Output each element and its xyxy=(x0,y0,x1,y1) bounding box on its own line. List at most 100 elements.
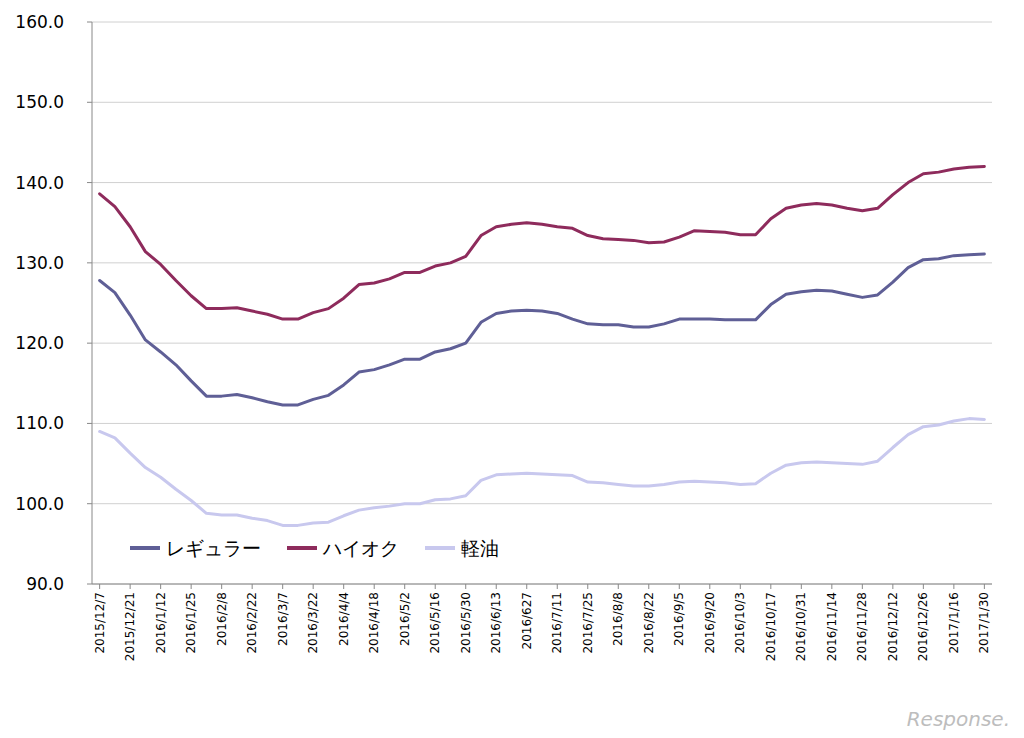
grid-line xyxy=(92,503,992,504)
grid-line xyxy=(92,343,992,344)
x-tick-label: 2016/6/13 xyxy=(489,592,503,654)
x-axis xyxy=(92,584,992,585)
plot-area xyxy=(100,167,985,526)
x-tick xyxy=(343,584,344,589)
grid-line xyxy=(92,182,992,183)
y-tick-label: 100.0 xyxy=(15,494,64,514)
x-tick xyxy=(770,584,771,589)
x-tick-label: 2016/5/2 xyxy=(398,592,412,646)
x-tick xyxy=(374,584,375,589)
x-tick xyxy=(618,584,619,589)
legend-label: ハイオク xyxy=(322,537,399,559)
y-tick-label: 160.0 xyxy=(15,12,64,32)
y-tick-label: 90.0 xyxy=(26,574,64,594)
x-tick xyxy=(99,584,100,589)
x-tick-label: 2017/1/30 xyxy=(977,592,991,654)
x-tick-label: 2016/12/26 xyxy=(916,592,930,661)
x-tick-label: 2016/7/11 xyxy=(550,592,564,654)
y-tick xyxy=(87,182,92,183)
grid-line xyxy=(92,22,992,23)
x-tick-label: 2016/8/22 xyxy=(642,592,656,654)
legend-label: レギュラー xyxy=(166,537,261,559)
x-tick xyxy=(923,584,924,589)
x-tick-label: 2015/12/7 xyxy=(93,592,107,654)
chart: 90.0 100.0 110.0 120.0 130.0 140.0 150.0 160.0 2… xyxy=(0,0,1024,738)
x-tick xyxy=(648,584,649,589)
x-tick-label: 2016/4/4 xyxy=(337,592,351,646)
x-tick xyxy=(587,584,588,589)
x-tick-label: 2016/1/25 xyxy=(184,592,198,654)
background xyxy=(0,0,1024,738)
x-tick-label: 2015/12/21 xyxy=(123,592,137,661)
x-tick xyxy=(313,584,314,589)
x-tick xyxy=(282,584,283,589)
y-tick xyxy=(87,102,92,103)
x-tick-label: 2016/3/7 xyxy=(276,592,290,646)
x-tick xyxy=(221,584,222,589)
x-tick-label: 2016/10/3 xyxy=(733,592,747,654)
series-line xyxy=(100,167,985,320)
grid-line xyxy=(92,262,992,263)
y-tick xyxy=(87,584,92,585)
x-tick-label: 2016/10/31 xyxy=(794,592,808,661)
x-tick-label: 2016/4/18 xyxy=(367,592,381,654)
y-tick xyxy=(87,503,92,504)
x-tick xyxy=(801,584,802,589)
y-tick xyxy=(87,343,92,344)
y-tick-label: 130.0 xyxy=(15,253,64,273)
legend: レギュラー ハイオク 軽油 xyxy=(130,537,499,559)
x-tick xyxy=(435,584,436,589)
x-tick xyxy=(679,584,680,589)
grid-line xyxy=(92,584,992,585)
x-tick xyxy=(404,584,405,589)
series-line xyxy=(100,254,985,405)
x-tick-label: 2016/7/25 xyxy=(581,592,595,654)
x-tick-label: 2016/3/22 xyxy=(306,592,320,654)
x-tick-label: 2016/2/8 xyxy=(215,592,229,646)
x-tick-label: 2016/11/14 xyxy=(825,592,839,661)
x-tick-label: 2016/12/12 xyxy=(886,592,900,661)
x-tick xyxy=(709,584,710,589)
y-tick-label: 110.0 xyxy=(15,413,64,433)
x-tick xyxy=(191,584,192,589)
legend-label: 軽油 xyxy=(461,537,499,559)
legend-swatch xyxy=(425,546,455,550)
x-tick xyxy=(130,584,131,589)
legend-swatch xyxy=(130,546,160,550)
y-axis xyxy=(92,22,93,584)
x-tick xyxy=(892,584,893,589)
y-tick-label: 150.0 xyxy=(15,92,64,112)
x-tick-label: 2016/2/22 xyxy=(245,592,259,654)
x-tick-label: 2016/8/8 xyxy=(611,592,625,646)
y-tick xyxy=(87,262,92,263)
y-tick xyxy=(87,22,92,23)
x-tick-label: 2016/1/12 xyxy=(154,592,168,654)
legend-swatch xyxy=(287,546,317,550)
series-line xyxy=(100,419,985,526)
watermark: Response. xyxy=(907,707,1010,731)
x-tick xyxy=(984,584,985,589)
x-tick xyxy=(740,584,741,589)
x-tick xyxy=(496,584,497,589)
x-tick xyxy=(252,584,253,589)
x-tick-label: 2016/5/16 xyxy=(428,592,442,654)
x-tick-label: 2016/10/17 xyxy=(764,592,778,661)
x-tick xyxy=(953,584,954,589)
x-tick xyxy=(526,584,527,589)
x-tick xyxy=(862,584,863,589)
x-tick-label: 2016/627 xyxy=(520,592,534,650)
x-tick xyxy=(160,584,161,589)
x-tick xyxy=(557,584,558,589)
grid-line xyxy=(92,102,992,103)
x-tick-label: 2016/11/28 xyxy=(855,592,869,661)
x-tick-label: 2016/9/5 xyxy=(672,592,686,646)
x-tick xyxy=(465,584,466,589)
x-tick-label: 2017/1/16 xyxy=(947,592,961,654)
y-tick-label: 120.0 xyxy=(15,333,64,353)
x-tick-label: 2016/5/30 xyxy=(459,592,473,654)
grid-line xyxy=(92,423,992,424)
x-tick xyxy=(831,584,832,589)
y-tick xyxy=(87,423,92,424)
y-tick-label: 140.0 xyxy=(15,173,64,193)
x-tick-label: 2016/9/20 xyxy=(703,592,717,654)
